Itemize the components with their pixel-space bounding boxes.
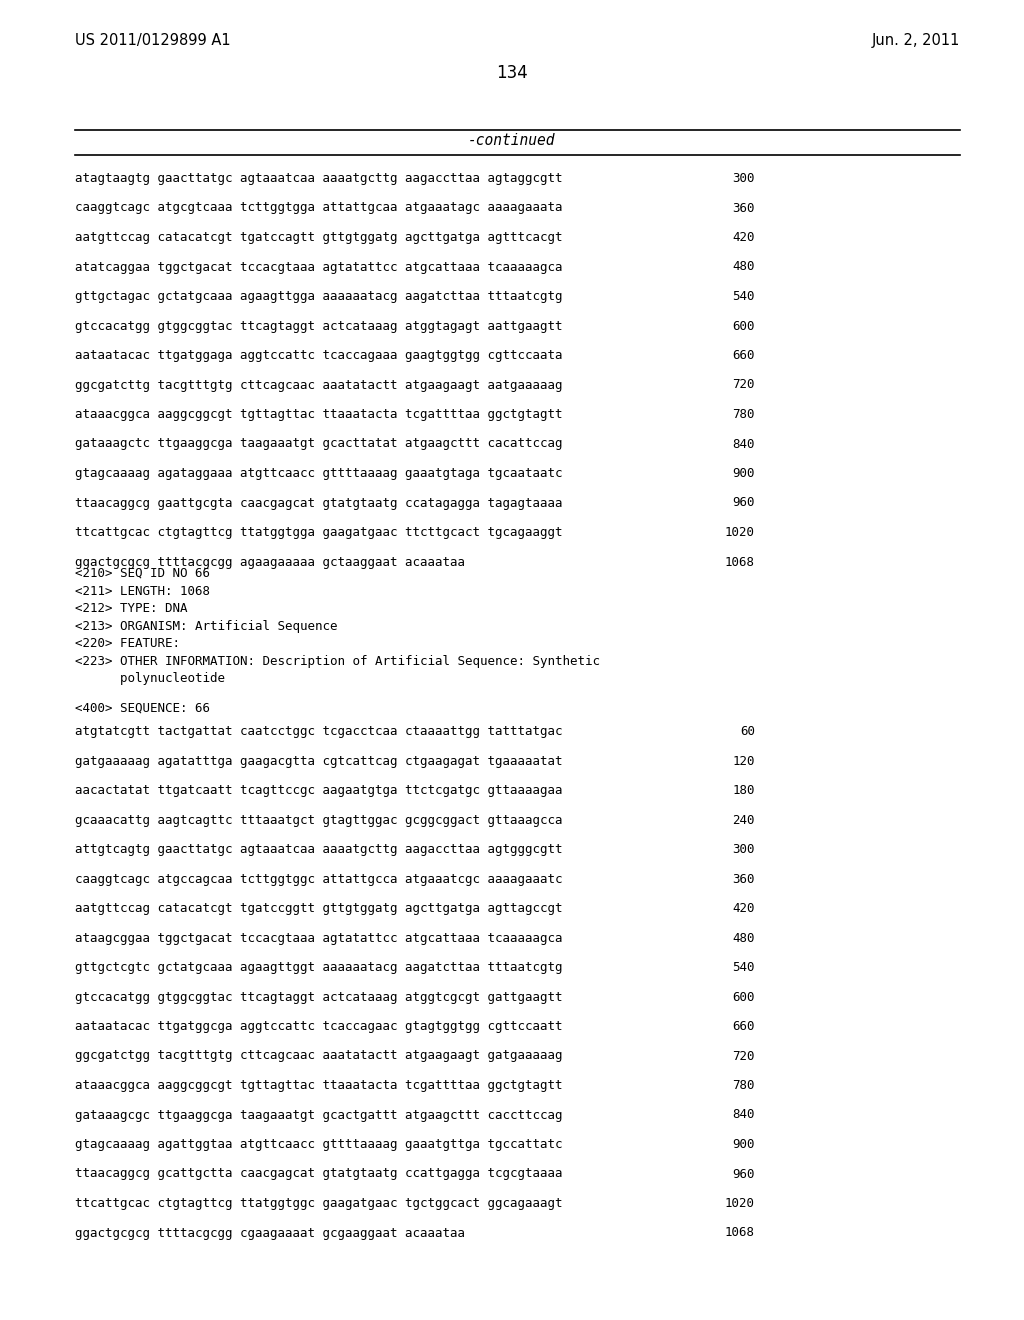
Text: gtccacatgg gtggcggtac ttcagtaggt actcataaag atggtcgcgt gattgaagtt: gtccacatgg gtggcggtac ttcagtaggt actcata… xyxy=(75,990,562,1003)
Text: gcaaacattg aagtcagttc tttaaatgct gtagttggac gcggcggact gttaaagcca: gcaaacattg aagtcagttc tttaaatgct gtagttg… xyxy=(75,813,562,826)
Text: 540: 540 xyxy=(732,961,755,974)
Text: <210> SEQ ID NO 66: <210> SEQ ID NO 66 xyxy=(75,568,210,579)
Text: 960: 960 xyxy=(732,496,755,510)
Text: 720: 720 xyxy=(732,379,755,392)
Text: ggactgcgcg ttttacgcgg cgaagaaaat gcgaaggaat acaaataa: ggactgcgcg ttttacgcgg cgaagaaaat gcgaagg… xyxy=(75,1226,465,1239)
Text: gataaagcgc ttgaaggcga taagaaatgt gcactgattt atgaagcttt caccttccag: gataaagcgc ttgaaggcga taagaaatgt gcactga… xyxy=(75,1109,562,1122)
Text: atagtaagtg gaacttatgc agtaaatcaa aaaatgcttg aagaccttaa agtaggcgtt: atagtaagtg gaacttatgc agtaaatcaa aaaatgc… xyxy=(75,172,562,185)
Text: 60: 60 xyxy=(740,725,755,738)
Text: gttgctagac gctatgcaaa agaagttgga aaaaaatacg aagatcttaa tttaatcgtg: gttgctagac gctatgcaaa agaagttgga aaaaaat… xyxy=(75,290,562,304)
Text: aataatacac ttgatggcga aggtccattc tcaccagaac gtagtggtgg cgttccaatt: aataatacac ttgatggcga aggtccattc tcaccag… xyxy=(75,1020,562,1034)
Text: 134: 134 xyxy=(496,63,528,82)
Text: ggcgatctgg tacgtttgtg cttcagcaac aaatatactt atgaagaagt gatgaaaaag: ggcgatctgg tacgtttgtg cttcagcaac aaatata… xyxy=(75,1049,562,1063)
Text: 780: 780 xyxy=(732,408,755,421)
Text: gtagcaaaag agattggtaa atgttcaacc gttttaaaag gaaatgttga tgccattatc: gtagcaaaag agattggtaa atgttcaacc gttttaa… xyxy=(75,1138,562,1151)
Text: 840: 840 xyxy=(732,437,755,450)
Text: gataaagctc ttgaaggcga taagaaatgt gcacttatat atgaagcttt cacattccag: gataaagctc ttgaaggcga taagaaatgt gcactta… xyxy=(75,437,562,450)
Text: <212> TYPE: DNA: <212> TYPE: DNA xyxy=(75,602,187,615)
Text: 780: 780 xyxy=(732,1078,755,1092)
Text: -continued: -continued xyxy=(468,133,556,148)
Text: <213> ORGANISM: Artificial Sequence: <213> ORGANISM: Artificial Sequence xyxy=(75,619,338,632)
Text: 540: 540 xyxy=(732,290,755,304)
Text: 840: 840 xyxy=(732,1109,755,1122)
Text: 360: 360 xyxy=(732,873,755,886)
Text: 300: 300 xyxy=(732,172,755,185)
Text: ataagcggaa tggctgacat tccacgtaaa agtatattcc atgcattaaa tcaaaaagca: ataagcggaa tggctgacat tccacgtaaa agtatat… xyxy=(75,932,562,945)
Text: 480: 480 xyxy=(732,932,755,945)
Text: caaggtcagc atgcgtcaaa tcttggtgga attattgcaa atgaaatagc aaaagaaata: caaggtcagc atgcgtcaaa tcttggtgga attattg… xyxy=(75,202,562,214)
Text: 480: 480 xyxy=(732,260,755,273)
Text: 900: 900 xyxy=(732,1138,755,1151)
Text: 960: 960 xyxy=(732,1167,755,1180)
Text: aataatacac ttgatggaga aggtccattc tcaccagaaa gaagtggtgg cgttccaata: aataatacac ttgatggaga aggtccattc tcaccag… xyxy=(75,348,562,362)
Text: aatgttccag catacatcgt tgatccagtt gttgtggatg agcttgatga agtttcacgt: aatgttccag catacatcgt tgatccagtt gttgtgg… xyxy=(75,231,562,244)
Text: 120: 120 xyxy=(732,755,755,767)
Text: US 2011/0129899 A1: US 2011/0129899 A1 xyxy=(75,33,230,48)
Text: ttcattgcac ctgtagttcg ttatggtggc gaagatgaac tgctggcact ggcagaaagt: ttcattgcac ctgtagttcg ttatggtggc gaagatg… xyxy=(75,1197,562,1210)
Text: 660: 660 xyxy=(732,348,755,362)
Text: ggactgcgcg ttttacgcgg agaagaaaaa gctaaggaat acaaataa: ggactgcgcg ttttacgcgg agaagaaaaa gctaagg… xyxy=(75,556,465,569)
Text: gatgaaaaag agatatttga gaagacgtta cgtcattcag ctgaagagat tgaaaaatat: gatgaaaaag agatatttga gaagacgtta cgtcatt… xyxy=(75,755,562,767)
Text: 900: 900 xyxy=(732,467,755,480)
Text: aatgttccag catacatcgt tgatccggtt gttgtggatg agcttgatga agttagccgt: aatgttccag catacatcgt tgatccggtt gttgtgg… xyxy=(75,902,562,915)
Text: aacactatat ttgatcaatt tcagttccgc aagaatgtga ttctcgatgc gttaaaagaa: aacactatat ttgatcaatt tcagttccgc aagaatg… xyxy=(75,784,562,797)
Text: 660: 660 xyxy=(732,1020,755,1034)
Text: ataaacggca aaggcggcgt tgttagttac ttaaatacta tcgattttaa ggctgtagtt: ataaacggca aaggcggcgt tgttagttac ttaaata… xyxy=(75,408,562,421)
Text: 1020: 1020 xyxy=(725,1197,755,1210)
Text: attgtcagtg gaacttatgc agtaaatcaa aaaatgcttg aagaccttaa agtgggcgtt: attgtcagtg gaacttatgc agtaaatcaa aaaatgc… xyxy=(75,843,562,855)
Text: atgtatcgtt tactgattat caatcctggc tcgacctcaa ctaaaattgg tatttatgac: atgtatcgtt tactgattat caatcctggc tcgacct… xyxy=(75,725,562,738)
Text: 720: 720 xyxy=(732,1049,755,1063)
Text: 360: 360 xyxy=(732,202,755,214)
Text: <400> SEQUENCE: 66: <400> SEQUENCE: 66 xyxy=(75,701,210,714)
Text: 600: 600 xyxy=(732,319,755,333)
Text: polynucleotide: polynucleotide xyxy=(75,672,225,685)
Text: atatcaggaa tggctgacat tccacgtaaa agtatattcc atgcattaaa tcaaaaagca: atatcaggaa tggctgacat tccacgtaaa agtatat… xyxy=(75,260,562,273)
Text: gtccacatgg gtggcggtac ttcagtaggt actcataaag atggtagagt aattgaagtt: gtccacatgg gtggcggtac ttcagtaggt actcata… xyxy=(75,319,562,333)
Text: ataaacggca aaggcggcgt tgttagttac ttaaatacta tcgattttaa ggctgtagtt: ataaacggca aaggcggcgt tgttagttac ttaaata… xyxy=(75,1078,562,1092)
Text: <211> LENGTH: 1068: <211> LENGTH: 1068 xyxy=(75,585,210,598)
Text: 1020: 1020 xyxy=(725,525,755,539)
Text: <223> OTHER INFORMATION: Description of Artificial Sequence: Synthetic: <223> OTHER INFORMATION: Description of … xyxy=(75,655,600,668)
Text: ttcattgcac ctgtagttcg ttatggtgga gaagatgaac ttcttgcact tgcagaaggt: ttcattgcac ctgtagttcg ttatggtgga gaagatg… xyxy=(75,525,562,539)
Text: ttaacaggcg gcattgctta caacgagcat gtatgtaatg ccattgagga tcgcgtaaaa: ttaacaggcg gcattgctta caacgagcat gtatgta… xyxy=(75,1167,562,1180)
Text: 1068: 1068 xyxy=(725,556,755,569)
Text: ttaacaggcg gaattgcgta caacgagcat gtatgtaatg ccatagagga tagagtaaaa: ttaacaggcg gaattgcgta caacgagcat gtatgta… xyxy=(75,496,562,510)
Text: gtagcaaaag agataggaaa atgttcaacc gttttaaaag gaaatgtaga tgcaataatc: gtagcaaaag agataggaaa atgttcaacc gttttaa… xyxy=(75,467,562,480)
Text: caaggtcagc atgccagcaa tcttggtggc attattgcca atgaaatcgc aaaagaaatc: caaggtcagc atgccagcaa tcttggtggc attattg… xyxy=(75,873,562,886)
Text: 300: 300 xyxy=(732,843,755,855)
Text: <220> FEATURE:: <220> FEATURE: xyxy=(75,638,180,649)
Text: 420: 420 xyxy=(732,231,755,244)
Text: 240: 240 xyxy=(732,813,755,826)
Text: ggcgatcttg tacgtttgtg cttcagcaac aaatatactt atgaagaagt aatgaaaaag: ggcgatcttg tacgtttgtg cttcagcaac aaatata… xyxy=(75,379,562,392)
Text: 1068: 1068 xyxy=(725,1226,755,1239)
Text: 420: 420 xyxy=(732,902,755,915)
Text: 180: 180 xyxy=(732,784,755,797)
Text: Jun. 2, 2011: Jun. 2, 2011 xyxy=(871,33,961,48)
Text: gttgctcgtc gctatgcaaa agaagttggt aaaaaatacg aagatcttaa tttaatcgtg: gttgctcgtc gctatgcaaa agaagttggt aaaaaat… xyxy=(75,961,562,974)
Text: 600: 600 xyxy=(732,990,755,1003)
